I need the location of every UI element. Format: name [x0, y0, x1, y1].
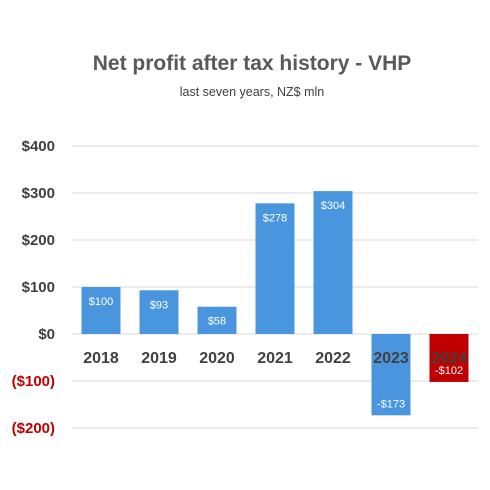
chart-title: Net profit after tax history - VHP — [93, 52, 412, 75]
data-label: $100 — [89, 296, 113, 308]
y-tick-label: $300 — [22, 185, 55, 202]
x-tick-label: 2020 — [199, 350, 235, 367]
data-label: -$102 — [435, 365, 463, 377]
data-label: $58 — [208, 316, 226, 328]
bar-2018 — [81, 287, 121, 334]
data-label: $278 — [263, 212, 287, 224]
y-tick-label: $100 — [22, 279, 55, 296]
bar-2022 — [313, 191, 353, 334]
x-axis-tick-labels: 2018 2019 2020 2021 2022 2023 2024 — [83, 350, 467, 367]
bar-2020 — [197, 306, 237, 334]
data-label: $93 — [150, 299, 168, 311]
bar-2024 — [429, 334, 469, 382]
x-tick-label: 2024 — [431, 350, 467, 367]
x-tick-label: 2019 — [141, 350, 177, 367]
y-tick-label: ($200) — [12, 420, 55, 437]
y-axis-tick-labels: $400 $300 $200 $100 $0 ($100) ($200) — [12, 138, 55, 437]
y-tick-label: $400 — [22, 138, 55, 155]
x-tick-label: 2018 — [83, 350, 119, 367]
x-tick-label: 2021 — [257, 350, 293, 367]
y-tick-label: $200 — [22, 232, 55, 249]
data-label: $304 — [321, 200, 345, 212]
x-tick-label: 2023 — [373, 350, 409, 367]
data-labels: $100 $93 $58 $278 $304 -$173 -$102 — [89, 200, 463, 410]
bar-2023 — [371, 334, 411, 416]
bar-2021 — [255, 203, 295, 334]
data-label: -$173 — [377, 398, 405, 410]
bar-2019 — [139, 290, 179, 334]
bars — [81, 191, 469, 416]
chart-subtitle: last seven years, NZ$ mln — [180, 85, 325, 99]
y-tick-label: $0 — [38, 326, 55, 343]
x-tick-label: 2022 — [315, 350, 351, 367]
y-tick-label: ($100) — [12, 373, 55, 390]
